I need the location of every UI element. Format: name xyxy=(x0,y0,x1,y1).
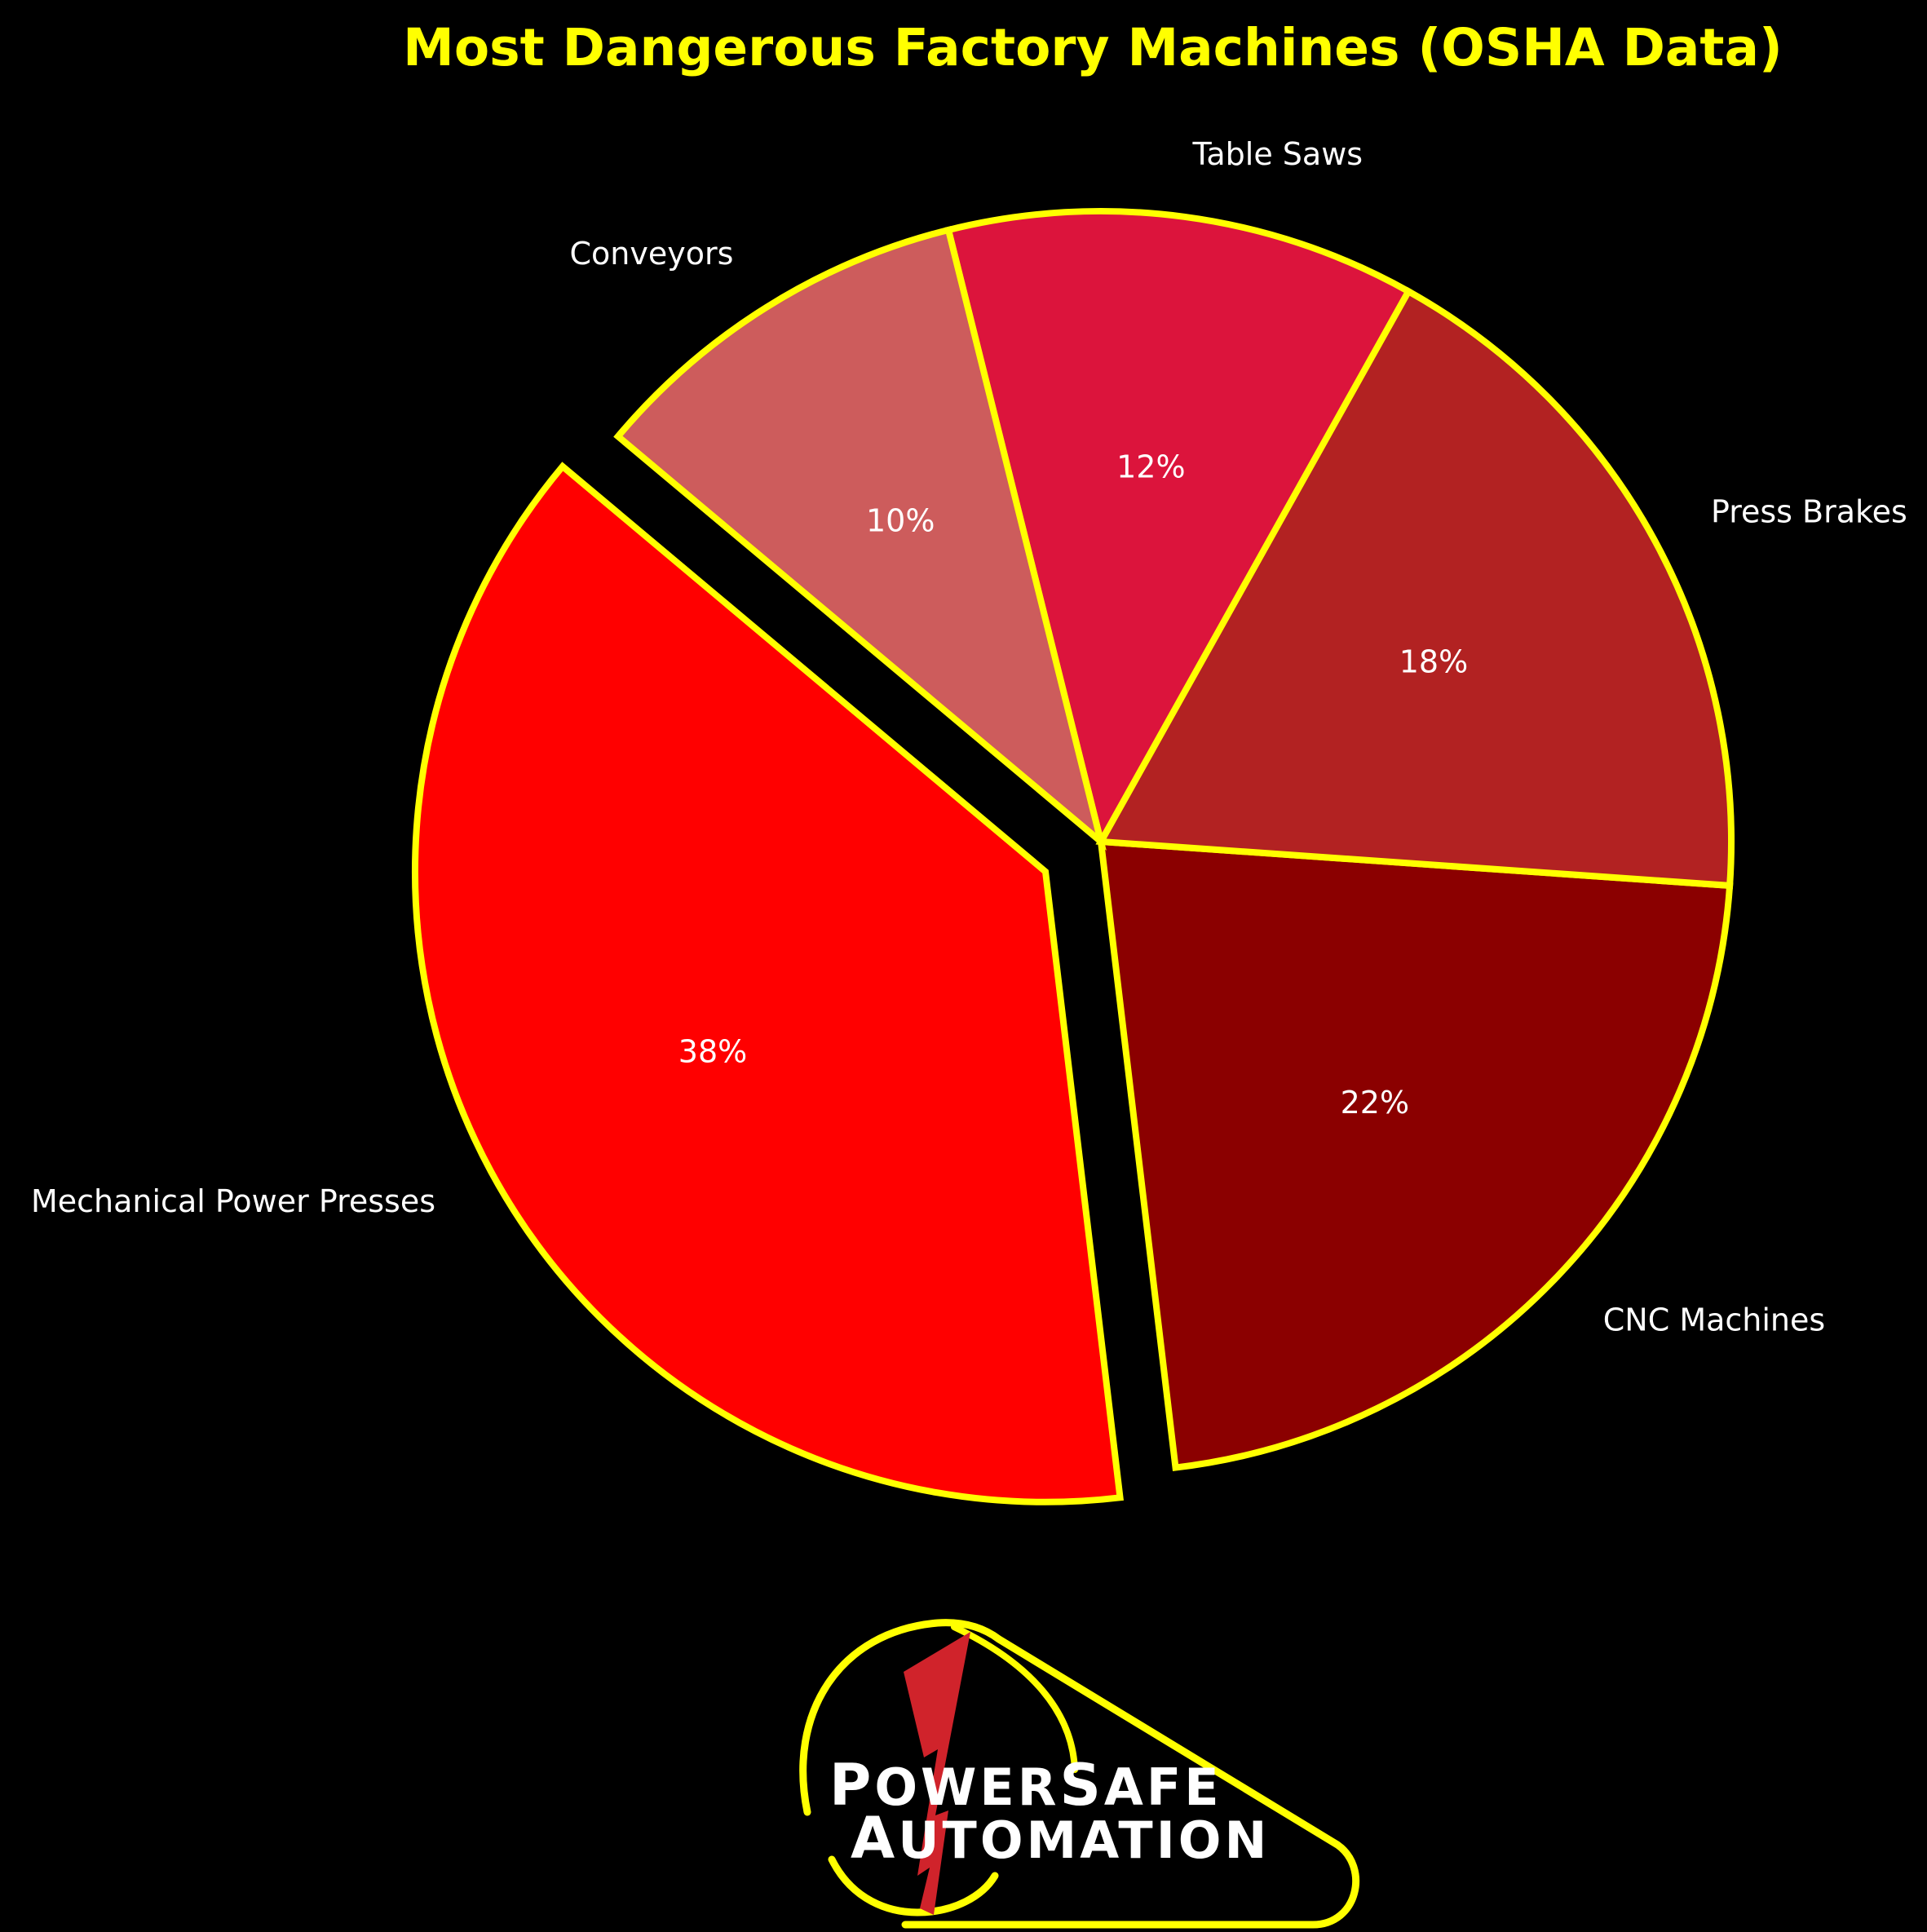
slice-percentage: 12% xyxy=(1116,449,1185,484)
logo-inner-arc xyxy=(951,1624,1078,1773)
slice-label: Conveyors xyxy=(570,236,734,272)
slice-percentage: 10% xyxy=(866,503,935,539)
slice-label: Press Brakes xyxy=(1711,494,1907,530)
logo-outline xyxy=(799,1619,1359,1929)
slice-percentage: 18% xyxy=(1399,643,1468,679)
logo-initial-p: P xyxy=(829,1752,874,1819)
pie-slice-cnc-machines xyxy=(1097,838,1734,1472)
lightning-bolt-icon xyxy=(904,1632,970,1915)
chart-title: Most Dangerous Factory Machines (OSHA Da… xyxy=(403,18,1783,77)
logo-initial-s: S xyxy=(1060,1752,1104,1819)
slice-label: Mechanical Power Presses xyxy=(31,1183,435,1219)
powersafe-logo: POWERSAFE AUTOMATION xyxy=(799,1619,1359,1929)
slice-label: CNC Machines xyxy=(1603,1302,1825,1337)
logo-line2: AUTOMATION xyxy=(851,1805,1270,1872)
slice-percentages: 38% 22% 18% 12% 10% xyxy=(678,449,1468,1121)
slice-percentage: 38% xyxy=(678,1033,747,1069)
logo-utomation: UTOMATION xyxy=(898,1810,1270,1870)
pie-slice-press-brakes xyxy=(1095,286,1735,890)
pie-slice-conveyors xyxy=(613,226,1107,851)
logo-initial-a: A xyxy=(851,1805,898,1872)
logo-afe: AFE xyxy=(1104,1757,1222,1817)
slice-label: Table Saws xyxy=(1191,136,1363,172)
pie-slices xyxy=(412,208,1735,1505)
logo-ower: OWER xyxy=(874,1757,1059,1817)
pie-slice-mechanical-power-presses xyxy=(412,462,1124,1505)
slice-percentage: 22% xyxy=(1341,1085,1409,1121)
logo-bottom-arc xyxy=(828,1855,999,1917)
slice-labels: Mechanical Power Presses CNC Machines Pres… xyxy=(31,136,1907,1337)
logo-line1: POWERSAFE xyxy=(829,1752,1222,1819)
